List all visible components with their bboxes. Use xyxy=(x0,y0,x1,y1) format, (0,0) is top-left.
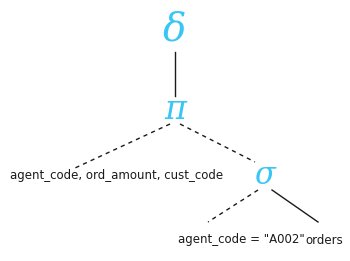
Text: orders: orders xyxy=(305,234,343,246)
Text: agent_code, ord_amount, cust_code: agent_code, ord_amount, cust_code xyxy=(10,169,223,181)
Text: agent_code = "A002": agent_code = "A002" xyxy=(178,234,305,246)
Text: δ: δ xyxy=(163,11,187,49)
Text: π: π xyxy=(164,94,186,126)
Text: σ: σ xyxy=(254,159,275,191)
